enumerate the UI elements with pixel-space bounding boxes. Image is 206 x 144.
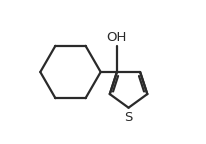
Text: S: S (124, 111, 133, 124)
Text: OH: OH (107, 31, 127, 43)
